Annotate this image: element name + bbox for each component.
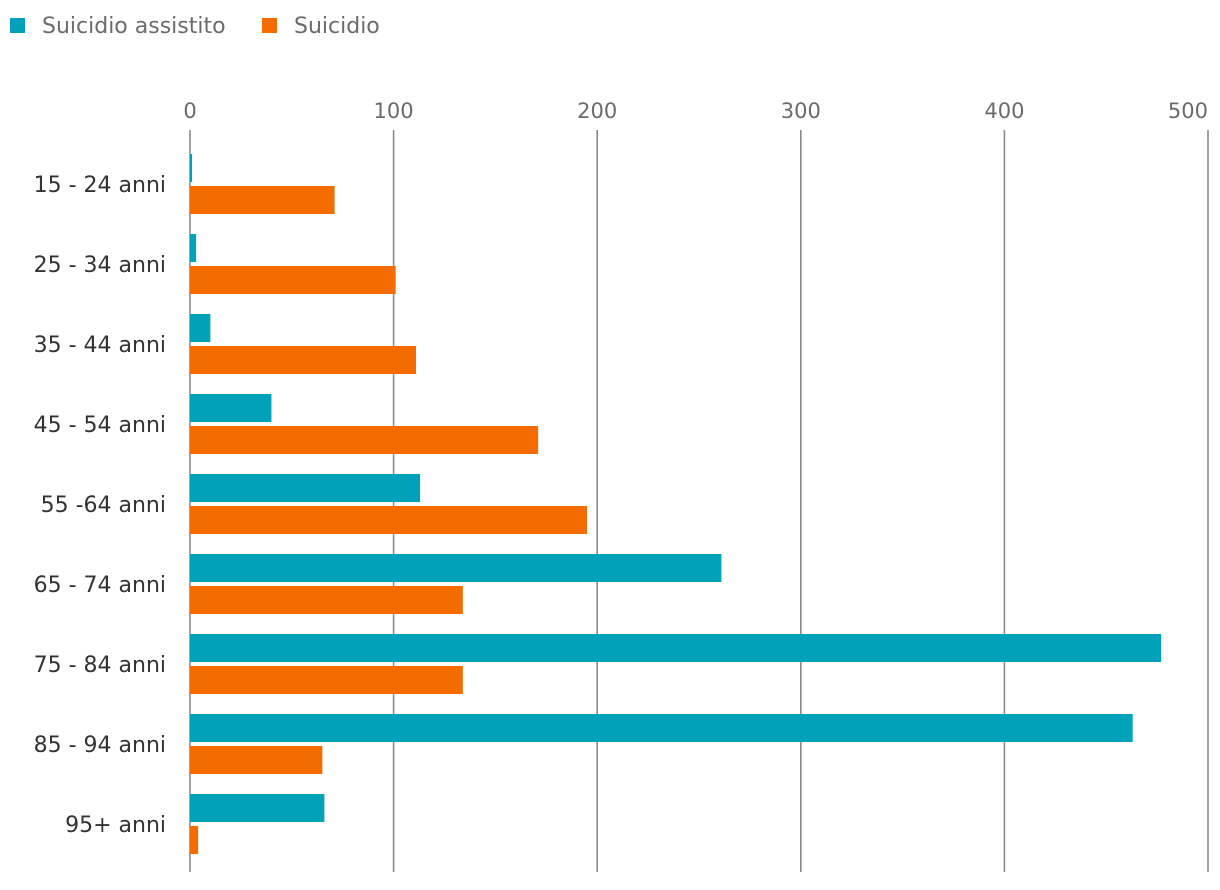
legend-swatch-suicidio-assistito — [10, 18, 25, 33]
x-tick-label-500: 500 — [1168, 99, 1208, 123]
bars — [190, 154, 1162, 854]
bar-suicidio-6 — [190, 666, 463, 694]
bar-suicidio-0 — [190, 186, 335, 214]
x-tick-label-400: 400 — [984, 99, 1024, 123]
legend-label-suicidio-assistito: Suicidio assistito — [42, 14, 226, 39]
category-label-0: 15 - 24 anni — [34, 173, 166, 198]
category-label-7: 85 - 94 anni — [34, 733, 166, 758]
category-labels: 15 - 24 anni 25 - 34 anni 35 - 44 anni 45 -… — [34, 173, 166, 838]
bar-suicidio-8 — [190, 826, 199, 854]
category-label-5: 65 - 74 anni — [34, 573, 166, 598]
category-label-3: 45 - 54 anni — [34, 413, 166, 438]
legend-swatch-suicidio — [262, 18, 277, 33]
x-tick-label-0: 0 — [183, 99, 196, 123]
bar-suicidio-assistito-0 — [190, 154, 193, 182]
bar-suicidio-assistito-4 — [190, 474, 421, 502]
legend-label-suicidio: Suicidio — [294, 14, 380, 39]
bar-suicidio-1 — [190, 266, 396, 294]
category-label-2: 35 - 44 anni — [34, 333, 166, 358]
bar-suicidio-5 — [190, 586, 463, 614]
bar-suicidio-2 — [190, 346, 416, 374]
legend: Suicidio assistito Suicidio — [10, 14, 380, 39]
bar-suicidio-assistito-3 — [190, 394, 272, 422]
bar-suicidio-assistito-1 — [190, 234, 197, 262]
x-axis-ticks: 0 100 200 300 400 500 — [183, 99, 1208, 123]
x-tick-label-300: 300 — [781, 99, 821, 123]
bar-suicidio-3 — [190, 426, 539, 454]
bar-suicidio-4 — [190, 506, 588, 534]
bar-suicidio-assistito-5 — [190, 554, 722, 582]
bar-suicidio-assistito-7 — [190, 714, 1133, 742]
category-label-6: 75 - 84 anni — [34, 653, 166, 678]
bar-suicidio-assistito-8 — [190, 794, 325, 822]
bar-suicidio-7 — [190, 746, 323, 774]
category-label-4: 55 -64 anni — [41, 493, 166, 518]
bar-suicidio-assistito-2 — [190, 314, 211, 342]
x-tick-label-100: 100 — [374, 99, 414, 123]
category-label-8: 95+ anni — [65, 813, 166, 838]
category-label-1: 25 - 34 anni — [34, 253, 166, 278]
x-tick-label-200: 200 — [577, 99, 617, 123]
bar-suicidio-assistito-6 — [190, 634, 1162, 662]
